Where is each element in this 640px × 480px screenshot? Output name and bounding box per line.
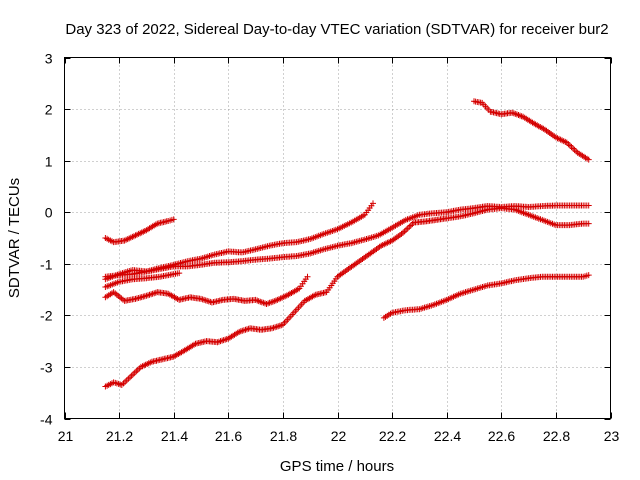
x-tick-label: 21.8 [270,428,297,444]
y-tick-label: 0 [45,205,53,221]
x-tick-labels: 21 21.2 21.4 21.6 21.8 22 22.2 22.4 22.6 22.8 23 [58,428,620,444]
x-tick-label: 21.4 [161,428,188,444]
data-points [102,98,592,390]
x-tick-label: 22.4 [434,428,461,444]
data-point [406,223,413,230]
data-point [130,371,137,378]
y-tick-label: 3 [45,51,53,67]
x-tick-label: 21.2 [106,428,133,444]
plot-frame [64,57,611,419]
y-tick-label: 2 [45,102,53,118]
x-tick-label: 21.6 [215,428,242,444]
x-tick-label: 22.8 [543,428,570,444]
data-point [370,200,376,207]
series-sat-h [471,98,592,163]
y-tick-label: -2 [40,308,53,324]
series-sat-g [380,272,592,321]
data-point [170,216,177,223]
data-point [176,270,183,277]
series-sat-c [102,202,592,283]
x-tick-label: 22.6 [488,428,515,444]
y-tick-label: -1 [40,257,53,273]
data-point [304,273,311,280]
series-sat-e [102,273,311,307]
y-axis-label: SDTVAR / TECUs [6,178,23,298]
y-tick-label: -3 [40,360,53,376]
series-sat-d [102,270,183,290]
data-point [585,156,592,163]
axis-ticks [64,57,612,420]
x-axis-label: GPS time / hours [280,458,394,475]
x-tick-label: 22 [331,428,347,444]
y-tick-label: 1 [45,154,53,170]
y-tick-label: -4 [40,412,53,428]
data-point [585,202,592,209]
series-sat-f [102,205,592,390]
chart-title: Day 323 of 2022, Sidereal Day-to-day VTE… [65,21,608,38]
x-tick-label: 22.2 [379,428,406,444]
x-tick-label: 21 [58,428,74,444]
series-sat-a [102,216,177,246]
data-point [585,220,592,227]
series-sat-b [102,200,376,280]
data-point [585,272,592,279]
data-point [134,366,141,373]
y-tick-labels: -4 -3 -2 -1 0 1 2 3 [40,51,53,428]
x-tick-label: 23 [604,428,620,444]
